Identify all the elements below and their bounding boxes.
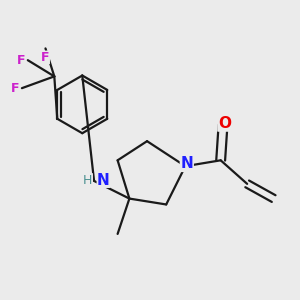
Text: H: H	[83, 173, 93, 187]
Text: N: N	[180, 156, 193, 171]
Text: N: N	[97, 172, 110, 188]
Text: O: O	[218, 116, 231, 131]
Text: F: F	[17, 54, 26, 67]
Text: F: F	[11, 82, 20, 95]
Text: F: F	[41, 51, 50, 64]
